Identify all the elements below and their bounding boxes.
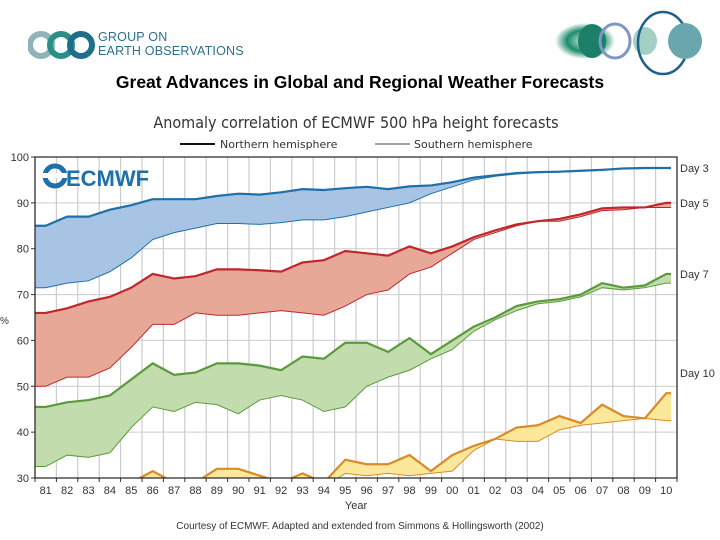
band-day-3: [35, 168, 671, 288]
x-tick-label: 94: [318, 485, 330, 497]
line-northern-day-7: [35, 272, 671, 409]
series-label: Day 3: [680, 163, 709, 175]
org-name: GROUP ON EARTH OBSERVATIONS: [98, 30, 244, 58]
x-tick-label: 06: [575, 485, 587, 497]
x-tick-label: 09: [639, 485, 651, 497]
y-tick-label: 30: [17, 473, 29, 485]
credit-text: Courtesy of ECMWF. Adapted and extended …: [176, 521, 544, 532]
series-label: Day 5: [680, 198, 709, 210]
y-tick-label: 40: [17, 427, 29, 439]
x-tick-label: 86: [147, 485, 159, 497]
x-tick-label: 99: [425, 485, 437, 497]
y-axis-label: %: [0, 316, 9, 327]
x-tick-label: 87: [168, 485, 180, 497]
legend-southern: Southern hemisphere: [414, 138, 533, 151]
x-tick-label: 08: [617, 485, 629, 497]
ecmwf-logo: ECMWF: [42, 163, 149, 191]
x-tick-label: 97: [382, 485, 394, 497]
series-group: [35, 166, 671, 478]
y-tick-label: 60: [17, 335, 29, 347]
line-southern-day-7: [35, 282, 671, 468]
x-tick-label: 85: [125, 485, 137, 497]
plot-frame: [34, 156, 678, 479]
line-northern-day-10: [137, 392, 671, 478]
x-tick-label: 07: [596, 485, 608, 497]
y-tick-label: 80: [17, 244, 29, 256]
geo-logo: [28, 31, 95, 59]
decorative-circles: [555, 10, 702, 76]
x-tick-label: 98: [403, 485, 415, 497]
x-tick-label: 90: [232, 485, 244, 497]
chart-title: Anomaly correlation of ECMWF 500 hPa hei…: [153, 113, 558, 132]
x-tick-label: 04: [532, 485, 544, 497]
x-tick-label: 05: [553, 485, 565, 497]
line-southern-day-10: [337, 417, 671, 478]
chart: Anomaly correlation of ECMWF 500 hPa hei…: [0, 113, 715, 512]
legend-northern: Northern hemisphere: [220, 138, 338, 151]
x-tick-label: 82: [61, 485, 73, 497]
x-tick-label: 96: [361, 485, 373, 497]
x-tick-label: 01: [468, 485, 480, 497]
x-tick-label: 88: [189, 485, 201, 497]
slide-title: Great Advances in Global and Regional We…: [115, 72, 605, 92]
x-tick-label: 95: [339, 485, 351, 497]
x-tick-label: 91: [254, 485, 266, 497]
x-tick-label: 89: [211, 485, 223, 497]
band-day-7: [35, 273, 671, 467]
x-axis-label: Year: [345, 500, 368, 512]
ecmwf-logo-text: ECMWF: [66, 166, 149, 191]
series-label: Day 10: [680, 368, 715, 380]
y-tick-label: 50: [17, 381, 29, 393]
line-northern-day-3: [35, 166, 671, 227]
x-tick-label: 83: [82, 485, 94, 497]
y-tick-label: 100: [11, 152, 29, 164]
series-label: Day 7: [680, 269, 709, 281]
x-tick-label: 84: [104, 485, 116, 497]
x-tick-label: 10: [660, 485, 672, 497]
ecmwf-logo-bar: [42, 173, 68, 178]
line-southern-day-5: [35, 206, 671, 387]
line-northern-day-5: [35, 201, 671, 315]
band-day-5: [35, 202, 671, 387]
org-line-1: GROUP ON: [98, 30, 168, 44]
y-tick-label: 70: [17, 290, 29, 302]
org-line-2: EARTH OBSERVATIONS: [98, 44, 244, 58]
x-tick-label: 00: [446, 485, 458, 497]
x-tick-label: 93: [296, 485, 308, 497]
x-tick-label: 92: [275, 485, 287, 497]
band-day-10: [139, 393, 671, 478]
x-tick-label: 03: [510, 485, 522, 497]
x-tick-label: 02: [489, 485, 501, 497]
x-tick-label: 81: [40, 485, 52, 497]
y-tick-label: 90: [17, 198, 29, 210]
